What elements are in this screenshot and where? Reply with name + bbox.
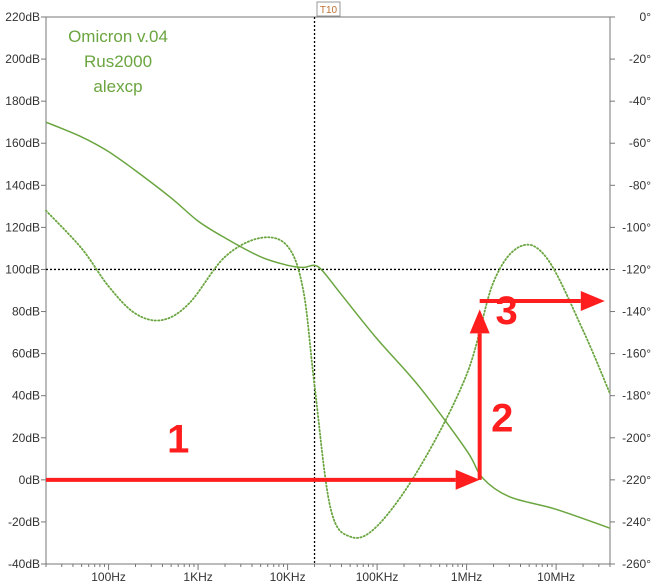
step-label: 2 bbox=[491, 396, 513, 440]
left-tick-label: 160dB bbox=[5, 136, 40, 150]
right-tick-label: -220° bbox=[622, 473, 651, 487]
step-arrow-head bbox=[580, 291, 605, 311]
left-tick-label: -40dB bbox=[8, 557, 40, 571]
x-tick-label: 1KHz bbox=[183, 570, 212, 584]
x-tick-label: 10MHz bbox=[537, 570, 575, 584]
left-tick-label: 40dB bbox=[12, 389, 40, 403]
left-tick-label: 140dB bbox=[5, 178, 40, 192]
step-arrows: 1 2 3 bbox=[46, 289, 605, 490]
left-tick-label: -20dB bbox=[8, 515, 40, 529]
right-tick-label: -180° bbox=[622, 389, 651, 403]
cursor-crosshair bbox=[46, 17, 610, 564]
right-tick-label: -120° bbox=[622, 262, 651, 276]
right-tick-label: -60° bbox=[629, 136, 651, 150]
x-tick-label: 100KHz bbox=[356, 570, 399, 584]
left-tick-label: 200dB bbox=[5, 52, 40, 66]
annotation-line: alexcp bbox=[93, 77, 142, 96]
right-tick-label: -200° bbox=[622, 431, 651, 445]
step-label: 1 bbox=[167, 417, 189, 461]
cursor-label: T10 bbox=[320, 5, 338, 16]
right-tick-label: -80° bbox=[629, 178, 651, 192]
left-tick-label: 60dB bbox=[12, 347, 40, 361]
right-axis-ticks: 0° -20° -40° -60° -80° -100° -120° -140° -160° -1… bbox=[610, 10, 651, 571]
right-tick-label: -160° bbox=[622, 347, 651, 361]
right-tick-label: -260° bbox=[622, 557, 651, 571]
left-tick-label: 20dB bbox=[12, 431, 40, 445]
cursor-label-frame bbox=[316, 1, 341, 17]
annotation-line: Omicron v.04 bbox=[68, 27, 168, 46]
left-tick-label: 0dB bbox=[19, 473, 40, 487]
cursor-label-box: T10 bbox=[316, 1, 341, 17]
right-tick-label: -240° bbox=[622, 515, 651, 529]
left-tick-label: 220dB bbox=[5, 10, 40, 24]
right-tick-label: 0° bbox=[640, 10, 652, 24]
left-axis-ticks: 220dB 200dB 180dB 160dB 140dB 120dB 100dB 80dB 6… bbox=[5, 10, 46, 571]
step-arrow-head bbox=[469, 309, 490, 334]
left-tick-label: 80dB bbox=[12, 305, 40, 319]
right-tick-label: -20° bbox=[629, 52, 651, 66]
left-tick-label: 120dB bbox=[5, 220, 40, 234]
phase-curve bbox=[45, 209, 611, 539]
right-tick-label: -100° bbox=[622, 220, 651, 234]
left-tick-label: 180dB bbox=[5, 94, 40, 108]
step-arrow-head bbox=[455, 469, 480, 490]
plot-area bbox=[45, 16, 611, 565]
annotation-line: Rus2000 bbox=[84, 52, 152, 71]
step-label: 3 bbox=[496, 289, 518, 333]
annotation-text: Omicron v.04 Rus2000 alexcp bbox=[68, 27, 168, 96]
right-tick-label: -40° bbox=[629, 94, 651, 108]
right-tick-label: -140° bbox=[622, 305, 651, 319]
x-tick-label: 1MHz bbox=[451, 570, 482, 584]
x-tick-label: 10KHz bbox=[270, 570, 306, 584]
left-tick-label: 100dB bbox=[5, 262, 40, 276]
x-axis-ticks: 100Hz 1KHz 10KHz 100KHz 1MHz 10MHz bbox=[45, 564, 611, 584]
x-tick-label: 100Hz bbox=[91, 570, 126, 584]
